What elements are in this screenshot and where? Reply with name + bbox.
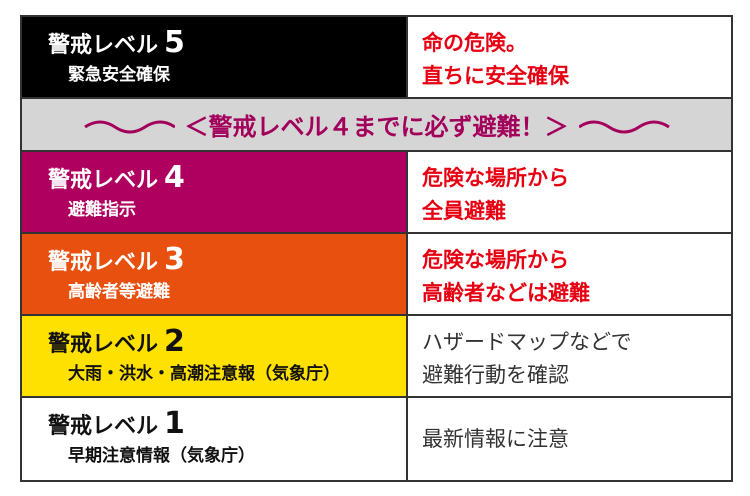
level-5-row: 警戒レベル 5 緊急安全確保 命の危険。 直ちに安全確保	[22, 17, 731, 99]
level-3-title: 警戒レベル 3	[48, 244, 406, 279]
level-1-row: 警戒レベル 1 早期注意情報（気象庁） 最新情報に注意	[22, 398, 731, 480]
level-2-label-cell: 警戒レベル 2 大雨・洪水・高潮注意報（気象庁）	[22, 316, 408, 396]
action-line: 危険な場所から	[422, 248, 569, 272]
level-5-action: 命の危険。 直ちに安全確保	[408, 17, 731, 97]
level-number: 3	[164, 242, 185, 277]
action-line: 全員避難	[422, 199, 506, 223]
level-1-action: 最新情報に注意	[408, 398, 731, 480]
level-3-row: 警戒レベル 3 高齢者等避難 危険な場所から 高齢者などは避難	[22, 234, 731, 316]
wave-left-icon	[83, 120, 175, 133]
level-5-subtitle: 緊急安全確保	[68, 65, 170, 85]
level-4-title: 警戒レベル 4	[48, 162, 406, 197]
level-2-action: ハザードマップなどで 避難行動を確認	[408, 316, 731, 396]
action-line: 避難行動を確認	[422, 363, 569, 387]
action-line: 高齢者などは避難	[422, 281, 590, 305]
action-line: 最新情報に注意	[422, 426, 569, 451]
level-1-label-cell: 警戒レベル 1 早期注意情報（気象庁）	[22, 398, 408, 480]
evacuate-banner: ＜警戒レベル４までに必ず避難！＞	[22, 99, 731, 152]
action-line: 危険な場所から	[422, 166, 569, 190]
level-3-subtitle: 高齢者等避難	[68, 282, 170, 302]
action-line: ハザードマップなどで	[422, 330, 632, 354]
action-line: 直ちに安全確保	[422, 64, 569, 88]
level-4-label-cell: 警戒レベル 4 避難指示	[22, 152, 408, 232]
level-number: 1	[164, 406, 185, 441]
level-2-title: 警戒レベル 2	[48, 326, 406, 361]
level-1-subtitle: 早期注意情報（気象庁）	[68, 446, 255, 466]
level-4-row: 警戒レベル 4 避難指示 危険な場所から 全員避難	[22, 152, 731, 234]
level-label: 警戒レベル	[48, 332, 159, 357]
level-label: 警戒レベル	[48, 414, 159, 439]
level-4-subtitle: 避難指示	[68, 200, 136, 220]
level-label: 警戒レベル	[48, 250, 159, 275]
alert-level-table: 警戒レベル 5 緊急安全確保 命の危険。 直ちに安全確保 ＜警戒レベル４までに必ず…	[20, 15, 733, 482]
wave-right-icon	[578, 120, 670, 133]
level-label: 警戒レベル	[48, 168, 159, 193]
level-2-row: 警戒レベル 2 大雨・洪水・高潮注意報（気象庁） ハザードマップなどで 避難行動を…	[22, 316, 731, 398]
level-label: 警戒レベル	[48, 33, 159, 58]
level-number: 2	[164, 324, 185, 359]
level-number: 5	[164, 25, 185, 60]
level-3-action: 危険な場所から 高齢者などは避難	[408, 234, 731, 314]
level-number: 4	[164, 160, 185, 195]
action-line: 命の危険。	[422, 31, 527, 55]
banner-text: ＜警戒レベル４までに必ず避難！＞	[184, 113, 569, 141]
level-5-label-cell: 警戒レベル 5 緊急安全確保	[22, 17, 408, 97]
level-5-title: 警戒レベル 5	[48, 27, 406, 62]
level-3-label-cell: 警戒レベル 3 高齢者等避難	[22, 234, 408, 314]
level-2-subtitle: 大雨・洪水・高潮注意報（気象庁）	[68, 364, 340, 384]
level-1-title: 警戒レベル 1	[48, 408, 406, 443]
level-4-action: 危険な場所から 全員避難	[408, 152, 731, 232]
